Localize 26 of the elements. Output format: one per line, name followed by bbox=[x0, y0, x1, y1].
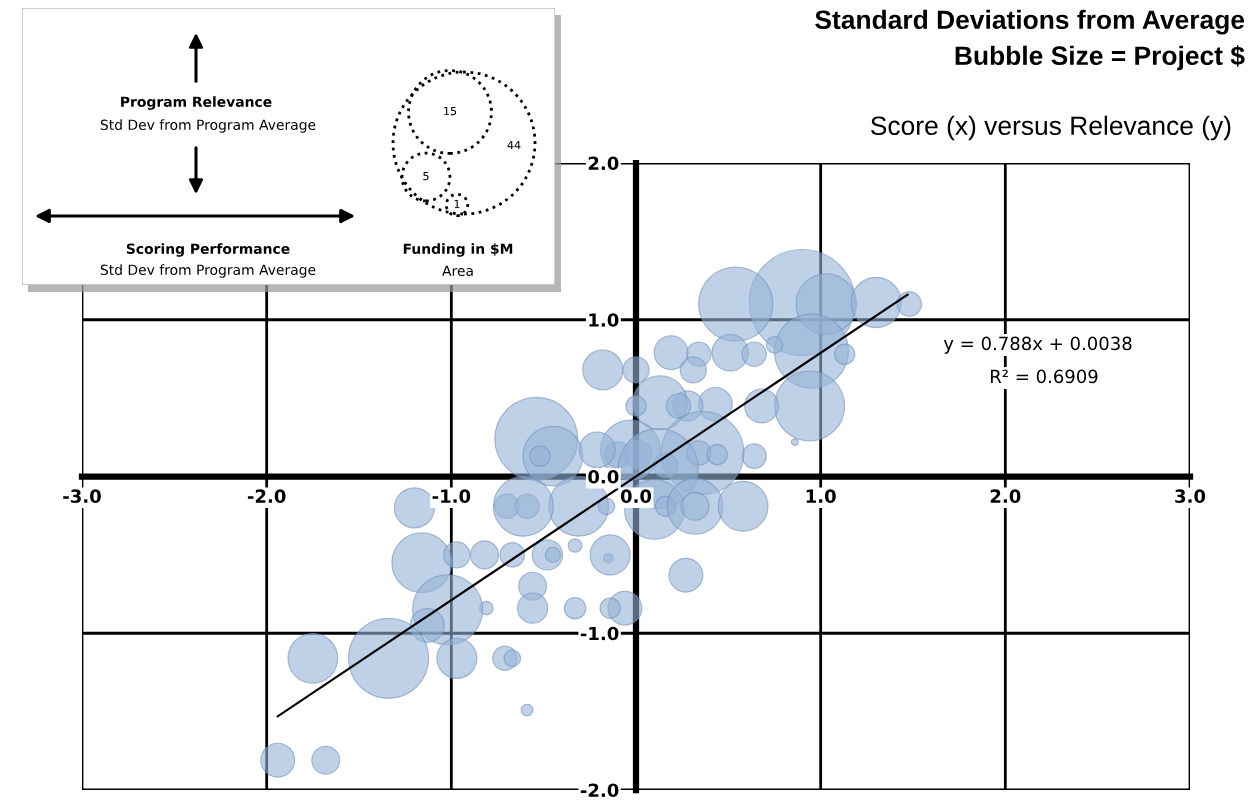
x-tick-label: -2.0 bbox=[247, 489, 286, 503]
x-tick-label: -3.0 bbox=[63, 489, 101, 503]
legend-label: 44 bbox=[507, 140, 521, 150]
x-tick-label: 1.0 bbox=[806, 489, 836, 503]
y-tick-label: -2.0 bbox=[580, 783, 619, 798]
text: Std Dev from Program Average bbox=[100, 119, 316, 133]
legend-title: Funding in $M bbox=[403, 243, 513, 257]
annotation: Area bbox=[442, 265, 473, 277]
legend-label: 5 bbox=[423, 171, 429, 181]
annotation: Std Dev from Program Average bbox=[100, 264, 316, 278]
x-tick-label: 2.0 bbox=[990, 489, 1021, 503]
legend-label: 15 bbox=[444, 106, 457, 116]
x-tick-label: 0.0 bbox=[620, 489, 652, 503]
x-tick-label: 3.0 bbox=[1175, 489, 1206, 503]
x-axis-title: Scoring Performance bbox=[126, 243, 290, 257]
y-tick-label: -1.0 bbox=[580, 626, 619, 641]
y-tick-label: 0.0 bbox=[588, 469, 619, 484]
y-tick-label: 2.0 bbox=[588, 156, 619, 171]
annotation: y = 0.788x + 0.0038 bbox=[943, 336, 1132, 354]
y-axis-title: Program Relevance bbox=[121, 96, 272, 110]
legend-label: 1 bbox=[454, 199, 460, 209]
chart-title: Standard Deviations from Average Bubble Size = Project $ bbox=[815, 9, 1245, 71]
annotation: R² = 0.6909 bbox=[990, 369, 1098, 384]
chart-subtitle: Score (x) versus Relevance (y) bbox=[871, 115, 1231, 141]
x-tick-label: -1.0 bbox=[432, 489, 471, 503]
y-tick-label: 1.0 bbox=[589, 313, 619, 327]
